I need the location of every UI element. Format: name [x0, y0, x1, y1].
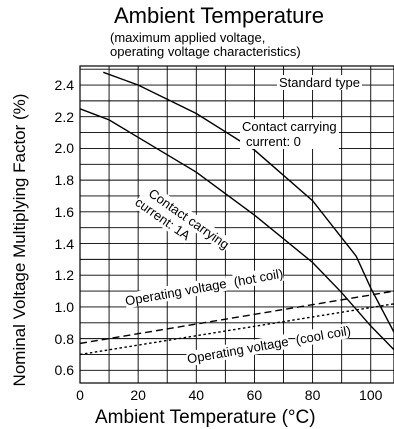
x-tick-label: 80	[304, 387, 321, 403]
badge-standard-type: Standard type	[277, 75, 362, 90]
y-tick-label: 2.2	[54, 108, 74, 125]
y-tick-label: 1.0	[54, 298, 74, 315]
x-tick-label: 60	[246, 387, 263, 403]
chart-subtitle: (maximum applied voltage, operating volt…	[110, 31, 301, 59]
y-tick-label: 1.8	[54, 172, 74, 189]
series-lines	[79, 71, 394, 356]
label-cc0-line1: Contact carrying	[242, 119, 337, 134]
plot-frame	[79, 65, 394, 384]
y-axis-label: Nominal Voltage Multiplying Factor (%)	[10, 93, 29, 387]
y-tick-label: 1.4	[54, 235, 74, 252]
subtitle-line-1: (maximum applied voltage,	[110, 30, 266, 45]
y-tick-label: 2.0	[54, 140, 74, 157]
x-tick-label: 100	[359, 387, 383, 403]
chart-title: Ambient Temperature	[114, 3, 324, 28]
y-tick-label: 1.2	[54, 267, 74, 284]
series-line-2	[79, 108, 394, 351]
label-cc0-line2: current: 0	[246, 134, 301, 149]
y-tick-label: 0.6	[54, 362, 74, 379]
x-axis-label: Ambient Temperature (°C)	[95, 407, 316, 428]
subtitle-line-2: operating voltage characteristics)	[110, 44, 301, 59]
y-tick-label: 1.6	[54, 203, 74, 220]
series-line-1	[103, 71, 394, 333]
x-tick-label: 40	[188, 387, 205, 403]
y-tick-label: 0.8	[54, 330, 74, 347]
y-tick-label: 2.4	[54, 77, 74, 94]
series-line-4	[79, 303, 394, 356]
x-tick-label: 0	[76, 387, 84, 403]
label-contact-current-0: Contact carrying current: 0	[240, 119, 339, 149]
series-line-3	[79, 290, 394, 345]
x-tick-label: 20	[130, 387, 146, 403]
